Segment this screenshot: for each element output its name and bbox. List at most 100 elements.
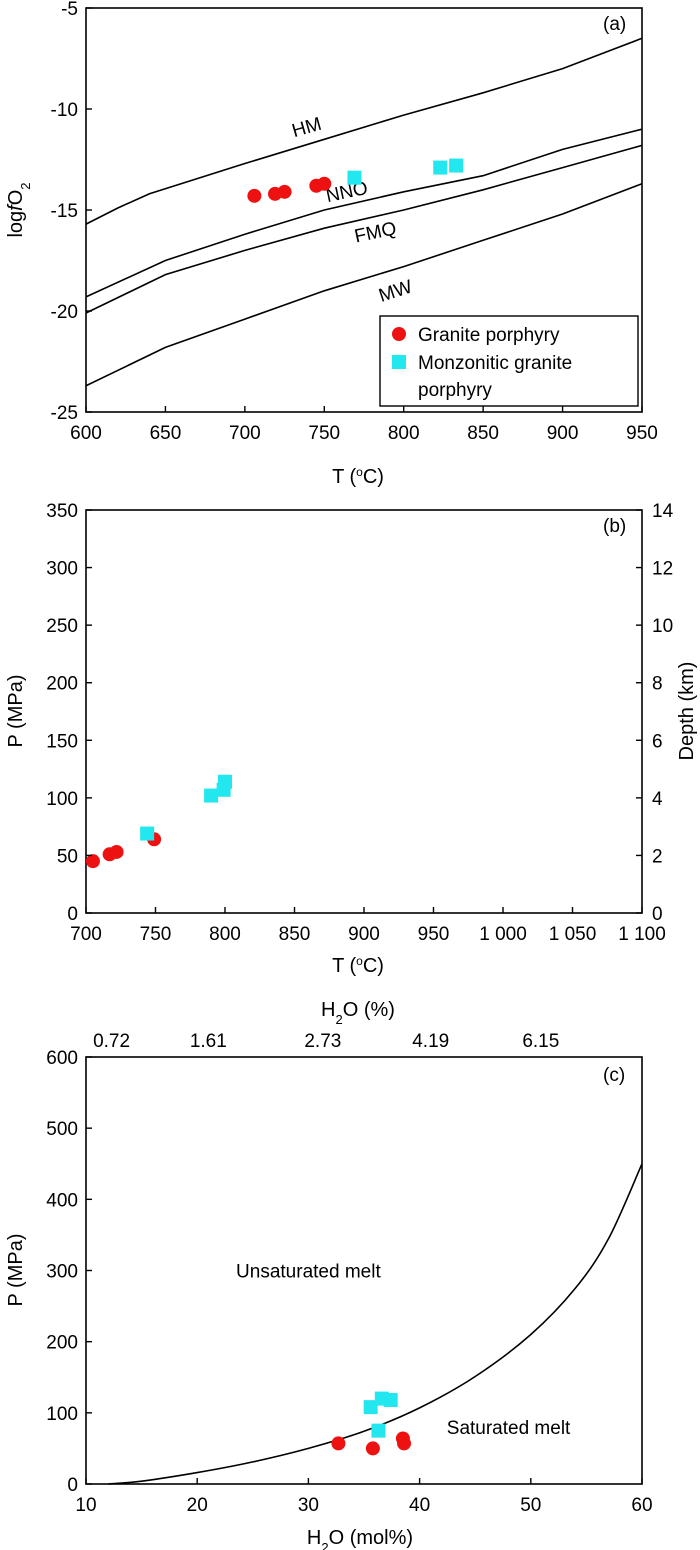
y2-tick-label: 10 — [652, 616, 673, 637]
x-tick-label: 10 — [75, 1495, 96, 1516]
y2-tick-label: 12 — [652, 559, 673, 580]
panel-b-data-points — [85, 774, 232, 869]
y-tick-label: 0 — [67, 904, 78, 925]
panel-a-label: (a) — [603, 14, 626, 35]
panel-b-ylabel: P (MPa) — [5, 675, 27, 748]
data-point — [218, 774, 232, 789]
legend-circle-marker — [392, 327, 406, 341]
top-axis-label: 2.73 — [304, 1031, 341, 1052]
panel-b-xlabel: T (oC) — [332, 954, 384, 977]
y-tick-label: 150 — [46, 731, 78, 752]
y-tick-label: 50 — [57, 846, 78, 867]
y2-tick-label: 14 — [652, 501, 674, 522]
panel-a-ylabel: logfO2 — [5, 182, 33, 237]
data-point — [317, 176, 332, 191]
top-axis-label: 4.19 — [412, 1031, 449, 1052]
data-point — [365, 1441, 380, 1456]
x-tick-label: 900 — [547, 423, 579, 444]
x-tick-label: 1 050 — [549, 924, 597, 945]
y-tick-label: 500 — [46, 1119, 78, 1140]
top-axis-label: 1.61 — [190, 1031, 227, 1052]
y-tick-label: 300 — [46, 1262, 78, 1283]
panel-c-ylabel: P (MPa) — [5, 1234, 27, 1307]
y2-tick-label: 4 — [652, 789, 663, 810]
buffer-line-fmq — [85, 144, 643, 314]
y-tick-label: -20 — [51, 302, 78, 323]
panel-c-data-points — [331, 1391, 412, 1456]
x-tick-label: 60 — [631, 1495, 652, 1516]
top-axis-label: 0.72 — [93, 1031, 130, 1052]
panel-c-x2label: H2O (%) — [321, 999, 395, 1027]
panel-c-xlabel: H2O (mol%) — [307, 1527, 413, 1550]
panel-a-data-points — [247, 158, 464, 203]
panel-b-y2label: Depth (km) — [676, 662, 698, 761]
x-tick-label: 40 — [409, 1495, 430, 1516]
y2-tick-label: 2 — [652, 846, 663, 867]
legend-entry-monzonitic-line1: Monzonitic granite — [418, 353, 572, 374]
y2-tick-label: 6 — [652, 731, 663, 752]
panel-b-chart: 700 750 800 850 900 950 1 000 1 050 1 1000501001… — [5, 501, 698, 977]
y-tick-label: 200 — [46, 674, 78, 695]
panel-a-buffer-lines — [85, 37, 643, 387]
y-tick-label: 400 — [46, 1190, 78, 1211]
x-tick-label: 950 — [626, 423, 658, 444]
x-tick-label: 800 — [209, 924, 241, 945]
panel-c-label: (c) — [603, 1065, 625, 1086]
y-tick-label: 0 — [67, 1475, 78, 1496]
x-tick-label: 850 — [279, 924, 311, 945]
legend-square-marker — [392, 355, 406, 369]
y2-tick-label: 8 — [652, 674, 663, 695]
x-tick-label: 650 — [150, 423, 182, 444]
data-point — [140, 826, 155, 841]
data-point — [433, 160, 448, 175]
panel-b-plot-frame — [85, 509, 643, 914]
y-tick-label: 100 — [46, 789, 78, 810]
data-point — [277, 184, 292, 199]
legend-box — [379, 315, 639, 407]
data-point — [109, 844, 124, 859]
buffer-line-mw — [85, 182, 643, 387]
x-tick-label: 600 — [70, 423, 102, 444]
y-tick-label: 250 — [46, 616, 78, 637]
y-tick-label: 300 — [46, 559, 78, 580]
panel-c-top-axis-labels: 0.72 1.61 2.73 4.19 6.15 — [93, 1031, 559, 1052]
x-tick-label: 1 000 — [479, 924, 527, 945]
x-tick-label: 30 — [298, 1495, 319, 1516]
x-tick-label: 850 — [467, 423, 499, 444]
panel-a-xlabel: T (oC) — [332, 465, 384, 488]
panel-b-ticks: 700 750 800 850 900 950 1 000 1 050 1 1000501001… — [46, 501, 673, 945]
x-tick-label: 950 — [418, 924, 450, 945]
data-point — [347, 170, 362, 185]
data-point — [247, 188, 262, 203]
buffer-line-nno — [85, 128, 643, 298]
region-label-saturated: Saturated melt — [447, 1418, 571, 1439]
x-tick-label: 800 — [388, 423, 420, 444]
data-point — [331, 1436, 346, 1451]
panel-c-saturation-curve — [108, 1163, 643, 1485]
data-point — [449, 158, 464, 173]
y-tick-label: -5 — [61, 0, 78, 20]
x-tick-label: 900 — [348, 924, 380, 945]
legend-entry-granite: Granite porphyry — [418, 325, 560, 346]
y-tick-label: 100 — [46, 1404, 78, 1425]
x-tick-label: 750 — [308, 423, 340, 444]
legend-entry-monzonitic-line2: porphyry — [418, 380, 492, 401]
panel-a-ticks: 600 650 700 750 800 850 900 950 -5 -10 -15 -20 -25 — [51, 0, 658, 444]
y2-tick-label: 0 — [652, 904, 663, 925]
buffer-label-hm: HM — [290, 114, 324, 142]
data-point — [383, 1393, 398, 1408]
x-tick-label: 20 — [187, 1495, 208, 1516]
region-label-unsaturated: Unsaturated melt — [236, 1262, 381, 1283]
buffer-line-hm — [85, 37, 643, 225]
y-tick-label: 600 — [46, 1048, 78, 1069]
y-tick-label: 200 — [46, 1333, 78, 1354]
y-tick-label: -15 — [51, 201, 78, 222]
panel-a-legend: Granite porphyry Monzonitic granite porp… — [379, 315, 639, 407]
y-tick-label: -10 — [51, 100, 78, 121]
x-tick-label: 1 100 — [618, 924, 666, 945]
